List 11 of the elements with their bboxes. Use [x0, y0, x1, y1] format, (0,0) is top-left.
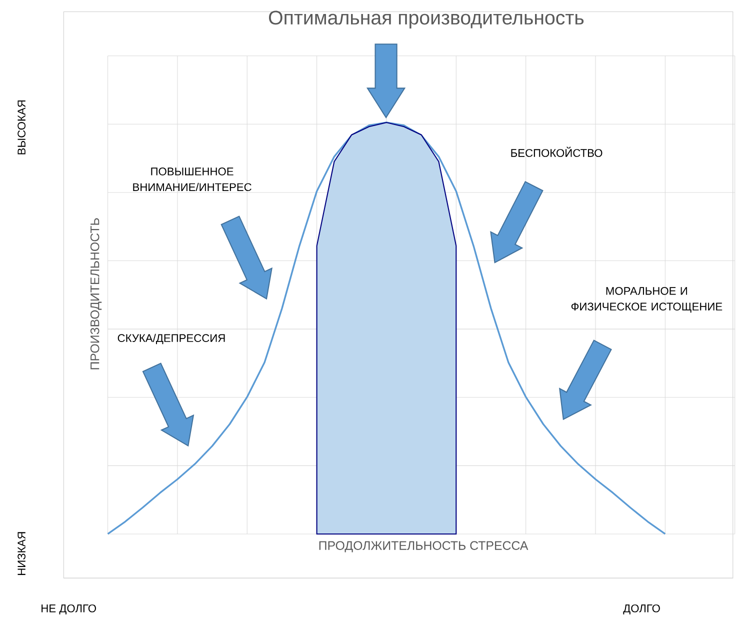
text: НЕ ДОЛГО — [42, 604, 96, 615]
annotation: МОРАЛЬНОЕ И ФИЗИЧЕСКОЕ ИСТОЩЕНИЕ — [571, 287, 722, 313]
x-axis-title: ПРОДОЛЖИТЕЛЬНОСТЬ СТРЕССА — [319, 541, 528, 552]
annotation: СКУКА/ДЕПРЕССИЯ — [118, 334, 225, 344]
text: ДОЛГО — [623, 604, 660, 615]
chart-title: Оптимальная производительность — [268, 10, 584, 29]
text: ВЫСОКАЯ — [18, 100, 26, 154]
y-axis-title: ПРОИЗВОДИТЕЛЬНОСТЬ — [90, 218, 102, 370]
text: НИЗКАЯ — [18, 532, 26, 576]
annotation: БЕСПОКОЙСТВО — [511, 146, 602, 158]
annotation: ПОВЫШЕННОЕ ВНИМАНИЕ/ИНТЕРЕС — [133, 168, 252, 192]
